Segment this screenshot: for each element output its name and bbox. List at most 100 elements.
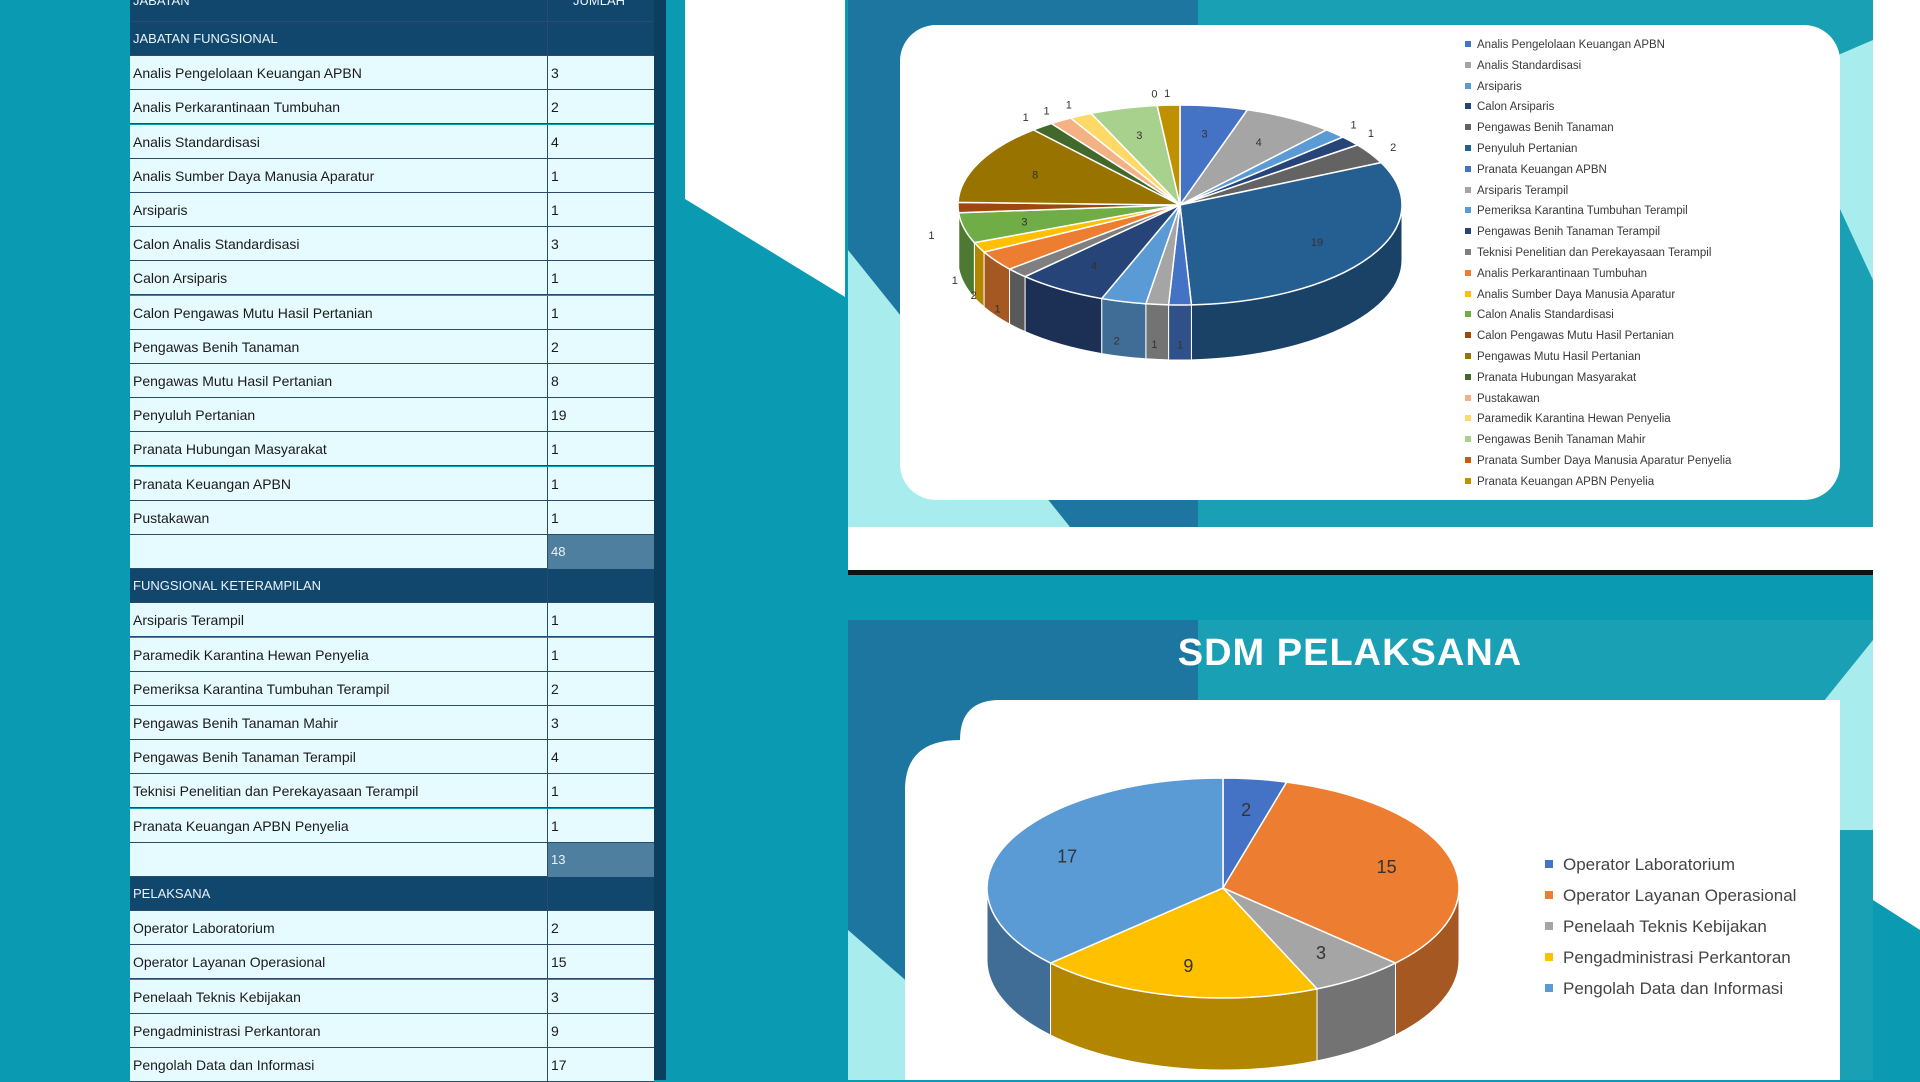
table-row: Teknisi Penelitian dan Perekayasaan Tera… [130, 774, 654, 809]
section-header: PELAKSANA [130, 877, 654, 911]
table-row-value: 4 [551, 749, 559, 766]
pie-data-label: 2 [1390, 142, 1396, 154]
section-total: 48 [130, 535, 654, 569]
table-row: Calon Analis Standardisasi 3 [130, 227, 654, 262]
table-row-value: 2 [551, 99, 559, 116]
legend-swatch [1545, 922, 1553, 930]
legend-swatch [1545, 860, 1553, 868]
legend-item: Pranata Keuangan APBN Penyelia [1465, 476, 1654, 488]
table-row-value: 1 [551, 270, 559, 287]
table-row-value: 3 [551, 715, 559, 731]
legend-item: Teknisi Penelitian dan Perekayasaan Tera… [1465, 247, 1711, 259]
table-row-label: Arsiparis Terampil [130, 603, 548, 638]
legend-fungsional: Analis Pengelolaan Keuangan APBN Analis S… [1465, 39, 1825, 499]
table-row-value: 2 [551, 680, 559, 697]
legend-item: Operator Layanan Operasional [1545, 886, 1796, 906]
legend-label: Pranata Keuangan APBN Penyelia [1477, 475, 1655, 488]
table-row-label: Paramedik Karantina Hewan Penyelia [130, 637, 548, 672]
table-row-value: 1 [551, 304, 559, 321]
table-row-label: Pengawas Benih Tanaman [130, 329, 548, 364]
table-row-label: Pranata Keuangan APBN [130, 466, 548, 501]
table-row-label: Pengolah Data dan Informasi [130, 1048, 548, 1082]
table-row: Penelaah Teknis Kebijakan 3 [130, 979, 654, 1014]
pie-data-label: 2 [1114, 336, 1120, 348]
column-jumlah: JUMLAH [573, 0, 626, 8]
pie-labels: 2 15 3 9 17 [1057, 800, 1397, 976]
legend-swatch [1545, 891, 1553, 899]
legend-label: Calon Pengawas Mutu Hasil Pertanian [1477, 330, 1674, 343]
legend-label: Analis Perkarantinaan Tumbuhan [1477, 267, 1648, 280]
legend-item: Pengawas Mutu Hasil Pertanian [1465, 351, 1641, 363]
legend-item: Pranata Keuangan APBN [1465, 164, 1607, 176]
table-row-value: 2 [551, 338, 559, 355]
legend-swatch [1465, 165, 1471, 172]
legend-label: Penelaah Teknis Kebijakan [1563, 917, 1767, 936]
table-row-label: Arsiparis [130, 193, 548, 227]
section-header-label: FUNGSIONAL KETERAMPILAN [130, 569, 548, 604]
pie-data-label: 1 [1368, 128, 1374, 140]
legend-swatch [1465, 373, 1471, 380]
legend-item: Calon Pengawas Mutu Hasil Pertanian [1465, 330, 1674, 342]
table-row-label: Operator Layanan Operasional [130, 945, 548, 980]
legend-swatch [1465, 186, 1471, 193]
legend-item: Paramedik Karantina Hewan Penyelia [1465, 413, 1671, 425]
pie-tops [957, 104, 1403, 306]
pie-tops [986, 777, 1460, 999]
legend-label: Arsiparis [1477, 80, 1522, 93]
table-row: Pengawas Mutu Hasil Pertanian 8 [130, 364, 654, 398]
pie-data-label: 19 [1311, 237, 1323, 249]
table-row-value: 8 [551, 373, 559, 389]
legend-label: Teknisi Penelitian dan Perekayasaan Tera… [1477, 247, 1712, 259]
table-row: Analis Standardisasi 4 [130, 124, 654, 159]
legend-item: Calon Analis Standardisasi [1465, 309, 1614, 321]
table-row: Arsiparis 1 [130, 193, 654, 227]
section-header-label: JABATAN FUNGSIONAL [130, 22, 548, 56]
pie-slice [1179, 161, 1403, 306]
legend-swatch [1465, 332, 1471, 339]
table-column-header: JABATAN JUMLAH [130, 0, 654, 22]
legend-swatch [1465, 228, 1471, 235]
legend-swatch [1545, 984, 1553, 992]
table-row-label: Pustakawan [130, 500, 548, 535]
legend-item: Penyuluh Pertanian [1465, 143, 1577, 155]
section-header: JABATAN FUNGSIONAL [130, 22, 654, 56]
legend-swatch [1465, 207, 1471, 214]
legend-swatch [1465, 82, 1471, 89]
legend-item: Pustakawan [1465, 393, 1540, 405]
chart-title-sdm-pelaksana: SDM PELAKSANA [1177, 632, 1523, 674]
legend-swatch [1465, 61, 1471, 68]
table-row-label: Pranata Hubungan Masyarakat [130, 432, 548, 467]
legend-label: Pengawas Mutu Hasil Pertanian [1477, 351, 1641, 363]
legend-label: Pustakawan [1477, 392, 1540, 405]
table-row-value: 1 [551, 783, 559, 800]
pie-chart-pelaksana: 2 15 3 9 17 [986, 777, 1460, 1071]
table-row: Analis Sumber Daya Manusia Aparatur 1 [130, 158, 654, 193]
legend-item: Analis Standardisasi [1465, 60, 1581, 72]
pie-data-label: 2 [1241, 800, 1251, 820]
pie-slice [1156, 104, 1181, 206]
table-row-label: Calon Pengawas Mutu Hasil Pertanian [130, 295, 548, 330]
legend-label: Pemeriksa Karantina Tumbuhan Terampil [1477, 205, 1688, 218]
table-row-label: Analis Standardisasi [130, 124, 548, 159]
legend-swatch [1465, 436, 1471, 443]
table-row-value: 4 [551, 133, 559, 150]
pie-data-label: 1 [1164, 88, 1170, 100]
table-row-label: Calon Analis Standardisasi [130, 227, 548, 262]
pie-data-label: 1 [1177, 339, 1183, 351]
legend-item: Pemeriksa Karantina Tumbuhan Terampil [1465, 205, 1688, 217]
table-row: Pengawas Benih Tanaman 2 [130, 329, 654, 364]
table-row: Analis Pengelolaan Keuangan APBN 3 [130, 56, 654, 91]
table-row-value: 1 [551, 167, 559, 184]
legend-swatch [1465, 477, 1471, 484]
pie-data-label: 1 [1350, 120, 1356, 132]
legend-label: Pengawas Benih Tanaman [1477, 122, 1614, 135]
table-row: Calon Pengawas Mutu Hasil Pertanian 1 [130, 295, 654, 330]
table-row: Penyuluh Pertanian 19 [130, 398, 654, 433]
legend-item: Pengawas Benih Tanaman Mahir [1465, 434, 1646, 446]
legend-swatch [1465, 457, 1471, 463]
pie-slice [986, 777, 1224, 964]
pie-data-label: 3 [1316, 943, 1326, 963]
table-row-value: 3 [551, 988, 559, 1005]
